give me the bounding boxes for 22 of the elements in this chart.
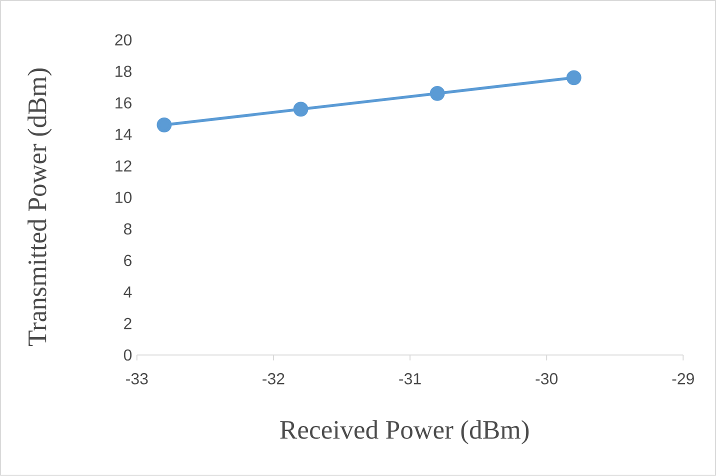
point [293,102,308,117]
y-tick-label: 8 [124,223,132,235]
x-tick-label: -32 [262,373,284,384]
point [430,86,445,101]
y-tick-label: 14 [116,128,132,140]
y-axis-title: Transmitted Power (dBm) [28,68,52,346]
y-tick-label: 18 [116,66,132,78]
x-tick-label: -33 [126,373,148,384]
y-tick-label: 2 [124,318,132,330]
x-tick-label: -31 [399,373,421,384]
y-tick-label: 4 [124,286,132,298]
point [566,70,582,86]
point [156,118,172,132]
x-axis-title: Received Power (dBm) [280,420,529,444]
y-tick-label: 10 [116,192,132,204]
y-tick-label: 12 [116,160,132,172]
y-tick-label: 0 [124,349,132,361]
y-tick-label: 20 [115,34,132,46]
y-tick-label: 6 [124,254,132,266]
x-tick-label: -30 [536,373,558,384]
x-tick-label: -29 [672,373,694,384]
y-tick-label: 16 [116,97,132,109]
